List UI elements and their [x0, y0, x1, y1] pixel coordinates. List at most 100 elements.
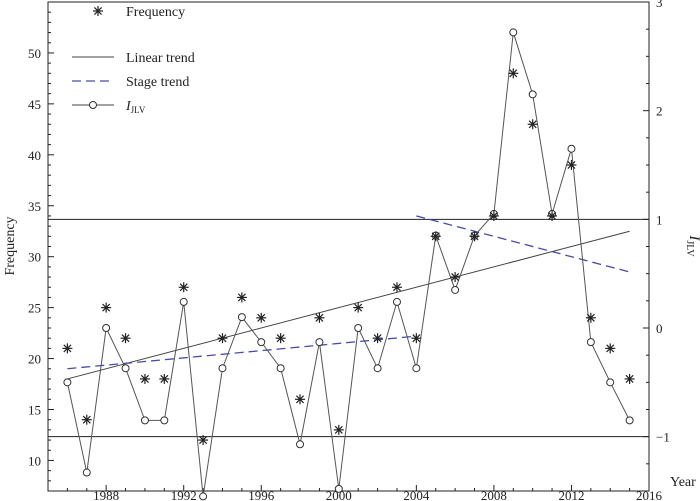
x-axis-label: Year [670, 475, 696, 490]
frequency-point [547, 210, 558, 221]
frequency-point [430, 231, 441, 242]
index-line [66, 32, 631, 497]
stage-trend-line [416, 215, 630, 273]
y-axis-right-label: IJLV [684, 234, 700, 257]
y-axis-right: −1 0 1 2 3 [643, 0, 670, 492]
y-axis-left: 10 15 20 25 30 35 40 45 50 [28, 11, 54, 482]
index-point [373, 364, 382, 373]
index-point [102, 324, 111, 332]
legend-linear-label: Linear trend [126, 51, 195, 66]
reference-lines [48, 218, 649, 438]
index-point [237, 313, 246, 322]
legend-frequency-star [93, 6, 103, 16]
x-tick-label: 1992 [171, 488, 197, 501]
index-point [276, 364, 285, 373]
index-point [199, 492, 208, 501]
index-point [218, 364, 227, 373]
y-left-tick-label: 30 [28, 250, 41, 265]
frequency-point [508, 68, 519, 79]
x-tick-label: 2016 [636, 488, 663, 501]
frequency-point [469, 231, 480, 242]
index-point [296, 440, 305, 449]
linear-trend-series [67, 230, 630, 380]
legend-stage-label: Stage trend [126, 75, 189, 90]
frequency-point [450, 272, 461, 283]
index-series [63, 28, 634, 501]
legend-index-label-main: I [125, 99, 132, 114]
legend-stage: Stage trend [72, 75, 189, 90]
stage-trend-series [67, 215, 630, 370]
y-right-tick-label: 0 [656, 321, 663, 336]
x-tick-label: 1996 [248, 488, 275, 501]
index-point [334, 484, 343, 493]
frequency-point [178, 282, 189, 293]
legend-frequency-label: Frequency [126, 5, 185, 20]
y-right-tick-label: 1 [656, 212, 663, 227]
index-point [392, 297, 401, 306]
stage-trend-line [67, 335, 417, 370]
index-point [451, 285, 460, 294]
frequency-point [139, 373, 150, 384]
svg-text:IJLV: IJLV [684, 234, 700, 257]
frequency-point [159, 373, 170, 384]
x-axis: 1988 1992 1996 2000 2004 2008 2012 2016 [66, 485, 663, 501]
y-left-tick-label: 50 [28, 46, 41, 61]
frequency-point [275, 333, 286, 344]
frequency-point [198, 435, 209, 446]
index-point [257, 338, 266, 347]
legend-frequency: Frequency [93, 5, 185, 20]
y-left-tick-label: 10 [28, 453, 41, 468]
frequency-point [624, 373, 635, 384]
index-point [140, 416, 149, 425]
frequency-point [333, 424, 344, 435]
x-tick-label: 2008 [481, 488, 507, 501]
legend: Frequency Linear trend Stage trend IJLV [72, 5, 195, 115]
frequency-point [353, 302, 364, 313]
legend-index: IJLV [72, 99, 146, 115]
index-point [586, 338, 595, 347]
index-point [82, 468, 91, 477]
index-point [412, 364, 421, 373]
frequency-point [314, 312, 325, 323]
y-left-tick-label: 15 [28, 403, 41, 418]
index-point [179, 297, 188, 306]
index-point [625, 416, 634, 425]
legend-index-marker [89, 101, 97, 109]
y-right-tick-label: 3 [656, 0, 663, 10]
y-right-tick-label: 2 [656, 104, 663, 119]
x-tick-label: 2004 [403, 488, 430, 501]
frequency-point [256, 312, 267, 323]
legend-frequency-marker [93, 6, 103, 16]
index-point [121, 364, 130, 373]
frequency-series [62, 68, 635, 446]
frequency-point [566, 160, 577, 170]
index-point [63, 378, 72, 387]
y-left-tick-label: 35 [28, 199, 41, 214]
frequency-point [236, 292, 247, 303]
index-point [160, 416, 169, 425]
index-point [606, 378, 615, 387]
frequency-point [62, 343, 73, 354]
y-right-label-main: I [686, 234, 700, 241]
frequency-point [527, 119, 538, 130]
index-point [315, 338, 324, 347]
frequency-point [585, 312, 596, 323]
y-axis-left-label: Frequency [3, 216, 18, 275]
index-point [509, 28, 518, 37]
linear-trend-line [67, 230, 630, 380]
y-right-label-sub: JLV [684, 240, 695, 257]
y-left-tick-label: 25 [28, 301, 41, 316]
y-left-tick-label: 40 [28, 148, 41, 163]
legend-linear: Linear trend [72, 51, 195, 66]
svg-text:IJLV: IJLV [125, 99, 146, 115]
y-right-tick-label: −1 [656, 430, 670, 445]
y-left-tick-label: 20 [28, 352, 41, 367]
x-tick-label: 1988 [93, 488, 119, 501]
index-point [354, 324, 363, 332]
frequency-point [605, 343, 616, 354]
legend-index-label-sub: JLV [131, 105, 146, 115]
frequency-point [101, 302, 112, 313]
frequency-point [295, 394, 306, 405]
frequency-point [488, 210, 499, 221]
